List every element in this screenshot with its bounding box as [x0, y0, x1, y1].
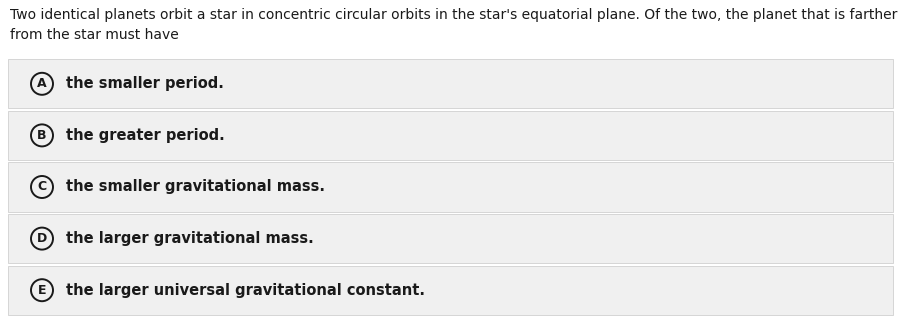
Text: E: E [38, 284, 46, 297]
Text: A: A [37, 77, 47, 90]
FancyBboxPatch shape [8, 266, 893, 315]
Ellipse shape [31, 279, 53, 301]
Ellipse shape [31, 176, 53, 198]
Text: D: D [37, 232, 47, 245]
Text: the greater period.: the greater period. [66, 128, 224, 143]
Ellipse shape [31, 228, 53, 250]
Ellipse shape [31, 125, 53, 146]
Text: the larger gravitational mass.: the larger gravitational mass. [66, 231, 314, 246]
FancyBboxPatch shape [8, 214, 893, 263]
Ellipse shape [31, 73, 53, 95]
Text: the smaller period.: the smaller period. [66, 76, 223, 91]
Text: the smaller gravitational mass.: the smaller gravitational mass. [66, 179, 325, 195]
FancyBboxPatch shape [8, 59, 893, 108]
Text: B: B [37, 129, 47, 142]
FancyBboxPatch shape [8, 111, 893, 160]
Text: C: C [38, 180, 47, 194]
FancyBboxPatch shape [8, 162, 893, 212]
Text: Two identical planets orbit a star in concentric circular orbits in the star's e: Two identical planets orbit a star in co… [10, 8, 897, 42]
Text: the larger universal gravitational constant.: the larger universal gravitational const… [66, 283, 425, 298]
